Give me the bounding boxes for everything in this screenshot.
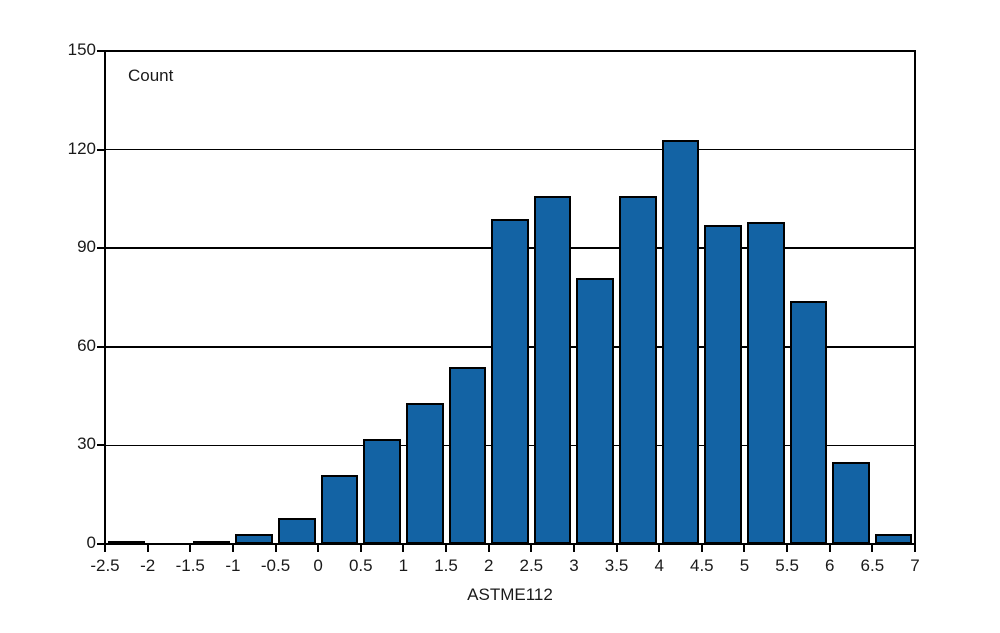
histogram-bar: [832, 461, 870, 544]
x-tick-mark: [658, 545, 661, 552]
y-tick-mark: [97, 543, 105, 545]
x-tick-label: 6: [825, 556, 835, 575]
x-tick-mark: [104, 545, 106, 552]
x-tick-label: 1: [398, 556, 409, 575]
x-tick-mark: [828, 545, 831, 552]
x-tick-label: -2: [140, 556, 156, 575]
x-tick-label: -0.5: [260, 556, 291, 575]
y-tick-mark: [97, 247, 105, 250]
x-tick-mark: [530, 545, 533, 552]
x-tick-mark: [487, 545, 490, 552]
histogram-bar: [619, 195, 657, 544]
y-tick-label: 90: [77, 237, 96, 257]
x-tick-label: -1: [225, 556, 241, 575]
x-tick-label: 4.5: [690, 556, 714, 575]
histogram-bar: [363, 438, 401, 544]
x-tick-mark: [871, 545, 874, 552]
x-tick-label: -1.5: [175, 556, 205, 575]
histogram-bar: [405, 402, 444, 544]
y-tick-label: 60: [77, 335, 96, 355]
x-tick-label: 6.5: [860, 556, 885, 575]
x-tick-label: 1.5: [434, 556, 458, 575]
y-tick-mark: [97, 50, 105, 52]
x-tick-mark: [445, 545, 448, 552]
histogram-bar: [448, 366, 487, 544]
histogram-bar: [661, 139, 700, 544]
histogram-bar: [491, 218, 529, 544]
x-tick-mark: [274, 545, 277, 552]
x-tick-mark: [700, 545, 703, 552]
y-tick-mark: [97, 345, 105, 348]
x-tick-mark: [231, 545, 234, 552]
histogram-bar: [278, 517, 316, 544]
x-tick-mark: [359, 545, 362, 552]
y-tick-mark: [97, 444, 105, 447]
histogram-bar: [576, 277, 615, 544]
plot-border-right: [914, 50, 916, 545]
x-tick-label: 0: [313, 556, 323, 575]
y-axis-line: [104, 50, 106, 545]
histogram-bar: [320, 474, 359, 544]
x-tick-label: 0.5: [348, 556, 373, 575]
plot-border-top: [104, 50, 916, 52]
x-tick-mark: [572, 545, 575, 552]
gridline: [106, 148, 914, 151]
histogram-bar: [533, 195, 572, 544]
x-tick-label: 4: [654, 556, 664, 575]
histogram-bar: [746, 221, 785, 544]
x-axis-title: ASTME112: [467, 585, 553, 604]
y-tick-label: 120: [67, 138, 96, 158]
x-tick-label: 3: [569, 556, 579, 575]
x-tick-mark: [914, 545, 916, 552]
x-tick-label: 2.5: [519, 556, 544, 575]
x-tick-mark: [317, 545, 320, 552]
y-tick-label: 0: [86, 533, 96, 552]
x-tick-mark: [743, 545, 746, 552]
histogram-bar: [704, 225, 742, 544]
x-tick-mark: [146, 545, 149, 552]
histogram-bar: [874, 534, 913, 544]
x-tick-label: 7: [910, 556, 920, 575]
y-tick-label: 30: [77, 434, 96, 454]
x-tick-label: 2: [483, 556, 494, 575]
x-tick-mark: [786, 545, 789, 552]
y-tick-mark: [97, 148, 105, 151]
x-axis-line: [104, 543, 916, 545]
x-tick-mark: [615, 545, 618, 552]
histogram-bar: [235, 534, 274, 544]
y-axis-title: Count: [128, 66, 174, 85]
y-tick-label: 150: [67, 40, 96, 59]
x-tick-label: 5: [739, 556, 750, 575]
x-tick-label: -2.5: [90, 556, 120, 575]
x-tick-mark: [402, 545, 405, 552]
x-tick-label: 3.5: [604, 556, 629, 575]
x-tick-mark: [189, 545, 192, 552]
x-tick-label: 5.5: [775, 556, 799, 575]
histogram-bar: [789, 300, 828, 544]
